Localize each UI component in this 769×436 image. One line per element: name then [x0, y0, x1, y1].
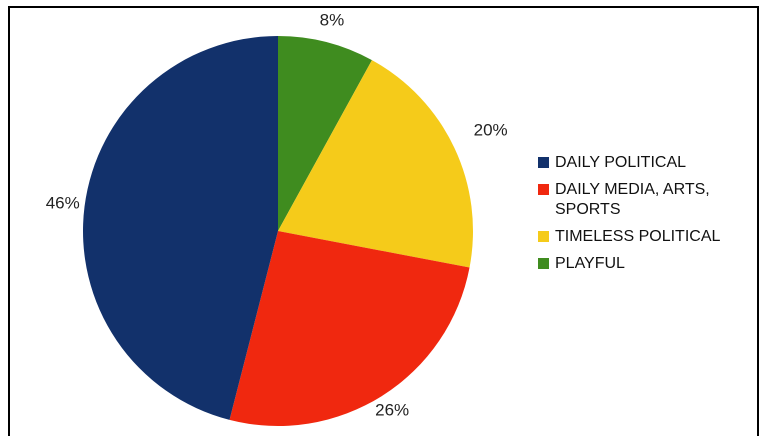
legend-item-daily-media-arts-sports: DAILY MEDIA, ARTS, SPORTS	[538, 180, 763, 220]
legend-item-daily-political: DAILY POLITICAL	[538, 153, 763, 173]
pie-slices	[82, 36, 474, 426]
pie-slice-daily-media-arts-sports	[229, 231, 470, 426]
legend-swatch-daily-media-arts-sports	[538, 184, 549, 195]
legend-item-playful: PLAYFUL	[538, 254, 763, 274]
data-label-daily-media-arts-sports: 26%	[375, 400, 409, 419]
pie-slice-timeless-political	[278, 60, 474, 268]
legend-label-daily-media-arts-sports: DAILY MEDIA, ARTS, SPORTS	[555, 181, 710, 218]
legend-label-daily-political: DAILY POLITICAL	[555, 154, 687, 171]
legend: DAILY POLITICAL DAILY MEDIA, ARTS, SPORT…	[538, 153, 763, 281]
legend-swatch-timeless-political	[538, 231, 549, 242]
data-label-playful: 8%	[320, 10, 345, 29]
pie-slice-daily-political	[82, 36, 278, 420]
legend-swatch-playful	[538, 258, 549, 269]
pie-data-labels: 8% 20% 26% 46%	[46, 10, 508, 419]
data-label-daily-political: 46%	[46, 193, 80, 212]
data-label-timeless-political: 20%	[474, 120, 508, 139]
chart-frame	[8, 6, 759, 436]
legend-item-timeless-political: TIMELESS POLITICAL	[538, 227, 763, 247]
legend-label-timeless-political: TIMELESS POLITICAL	[555, 228, 721, 245]
pie-slice-playful	[278, 36, 372, 231]
legend-label-playful: PLAYFUL	[555, 255, 625, 272]
legend-swatch-daily-political	[538, 157, 549, 168]
